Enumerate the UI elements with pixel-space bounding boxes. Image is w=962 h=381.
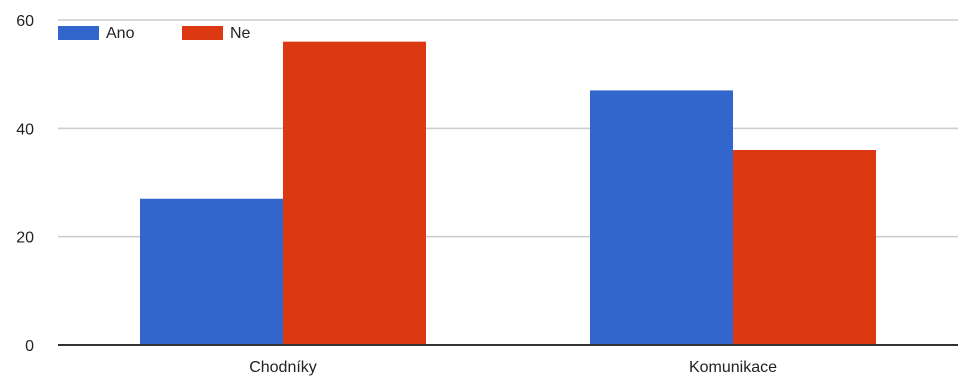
bar-ano-0 xyxy=(140,198,283,345)
legend-swatch-ano xyxy=(58,26,99,40)
bar-ne-0 xyxy=(283,41,426,346)
legend-label-ne: Ne xyxy=(230,25,251,42)
y-tick-label: 40 xyxy=(16,121,34,138)
legend-swatch-ne xyxy=(182,26,223,40)
x-category-label: Komunikace xyxy=(689,359,777,376)
y-tick-label: 0 xyxy=(25,338,34,355)
y-tick-label: 60 xyxy=(16,13,34,30)
y-tick-label: 20 xyxy=(16,230,34,247)
category-labels: Chodníky Komunikace xyxy=(249,359,777,376)
bars xyxy=(140,41,876,346)
legend-label-ano: Ano xyxy=(106,25,135,42)
legend: Ano Ne xyxy=(58,25,251,42)
bar-ano-1 xyxy=(590,90,733,346)
bar-ne-1 xyxy=(733,150,876,345)
x-category-label: Chodníky xyxy=(249,359,317,376)
y-axis-tick-labels: 0 20 40 60 xyxy=(16,13,34,355)
